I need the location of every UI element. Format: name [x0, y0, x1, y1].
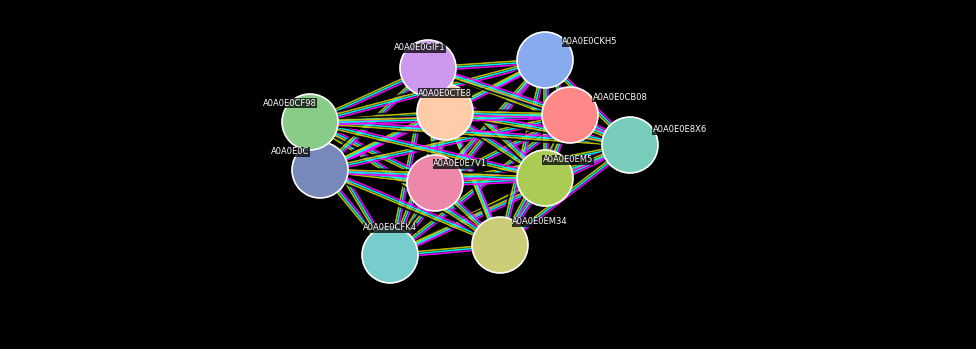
- Circle shape: [517, 32, 573, 88]
- Text: A0A0E0CB08: A0A0E0CB08: [592, 92, 647, 102]
- Text: A0A0E0CFK4: A0A0E0CFK4: [363, 223, 417, 232]
- Circle shape: [542, 87, 598, 143]
- Text: A0A0E0CF98: A0A0E0CF98: [264, 98, 317, 107]
- Text: A0A0E0EM5: A0A0E0EM5: [543, 156, 593, 164]
- Text: A0A0E0CTE8: A0A0E0CTE8: [418, 89, 472, 97]
- Circle shape: [417, 84, 473, 140]
- Text: A0A0E0C: A0A0E0C: [270, 148, 309, 156]
- Text: A0A0E0CKH5: A0A0E0CKH5: [562, 37, 618, 46]
- Circle shape: [517, 150, 573, 206]
- Text: A0A0E0GIF1: A0A0E0GIF1: [394, 44, 446, 52]
- Circle shape: [407, 155, 463, 211]
- Circle shape: [400, 40, 456, 96]
- Circle shape: [472, 217, 528, 273]
- Circle shape: [362, 227, 418, 283]
- Text: A0A0E0E8X6: A0A0E0E8X6: [653, 126, 708, 134]
- Circle shape: [292, 142, 348, 198]
- Text: A0A0E0E7V1: A0A0E0E7V1: [433, 159, 487, 169]
- Circle shape: [602, 117, 658, 173]
- Text: A0A0E0EM34: A0A0E0EM34: [512, 217, 568, 227]
- Circle shape: [282, 94, 338, 150]
